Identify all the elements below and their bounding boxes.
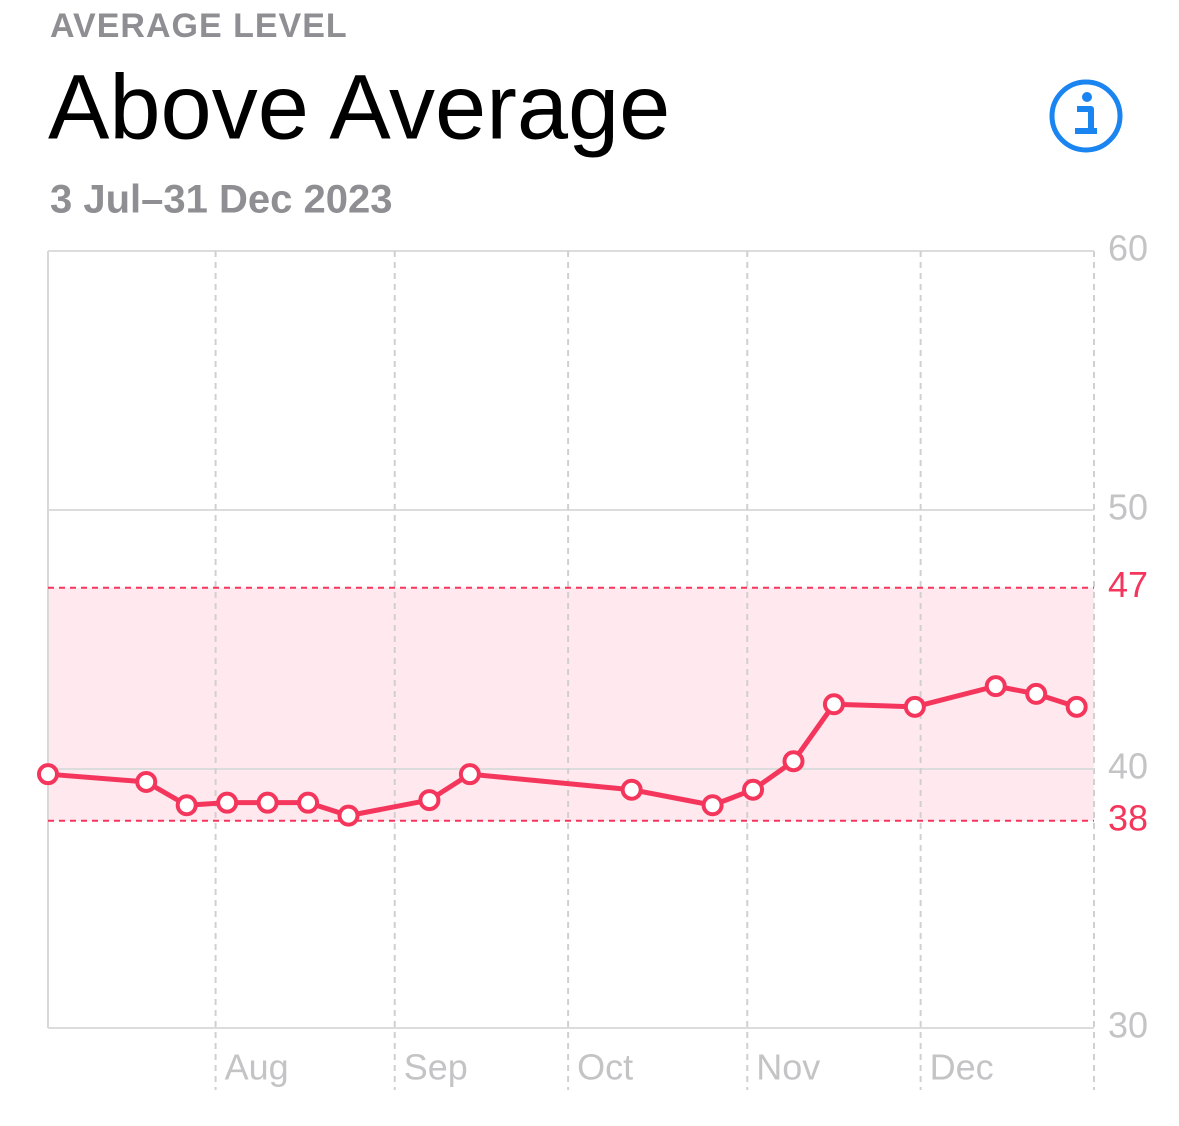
x-tick-label: Aug [225,1047,289,1088]
x-tick-label: Sep [404,1047,468,1088]
y-tick-label: 50 [1108,487,1148,528]
info-button[interactable] [1049,79,1123,153]
point [822,693,845,716]
point [337,804,360,827]
x-tick-label: Dec [930,1047,994,1088]
point [458,763,481,786]
chart-title: Above Average [48,56,670,158]
point [418,789,441,812]
plot: 30 40 50 60 Aug Sep Oct Nov Dec 47 38 [37,228,1148,1090]
point [37,763,59,786]
point [620,778,643,801]
point [297,791,320,814]
point [1025,682,1048,705]
point [175,794,198,817]
point [1065,695,1088,718]
info-circle [1049,79,1123,153]
header: AVERAGE LEVEL [50,7,348,45]
point [782,750,805,773]
y-tick-label: 60 [1108,228,1148,269]
point [903,695,926,718]
y-tick-label: 40 [1108,746,1148,787]
x-tick-label: Oct [577,1047,633,1088]
point [256,791,279,814]
subtitle: 3 Jul–31 Dec 2023 [50,178,392,222]
point [984,675,1007,698]
point [216,791,239,814]
x-tick-label: Nov [756,1047,820,1088]
point [742,778,765,801]
range-label: 47 [1108,564,1148,605]
range-label: 38 [1108,797,1148,838]
point [701,794,724,817]
point [135,770,158,793]
info-dot [1082,92,1092,102]
y-tick-label: 30 [1108,1005,1148,1046]
info-stem [1075,106,1097,134]
